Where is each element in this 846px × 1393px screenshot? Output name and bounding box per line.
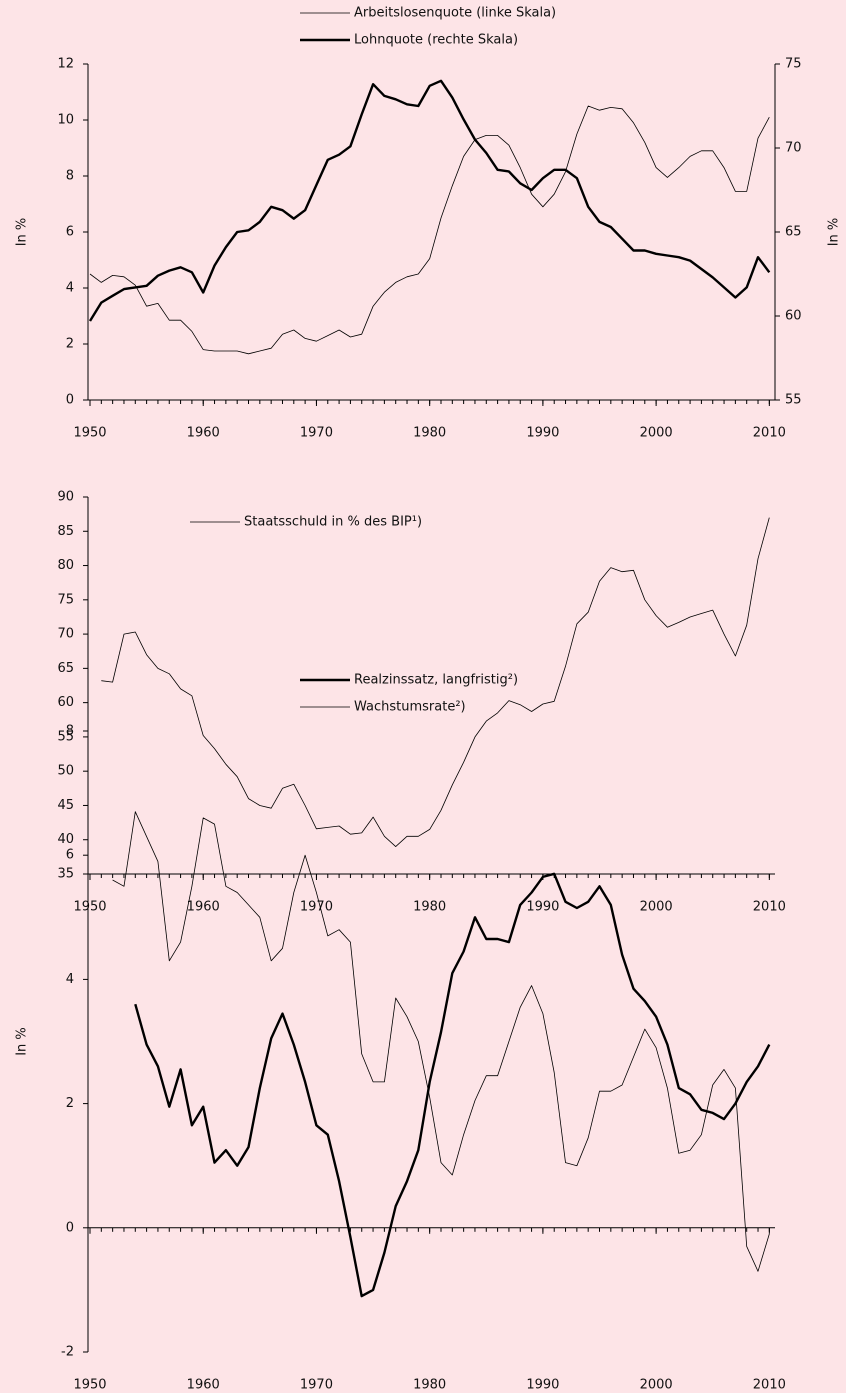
x-tick-label: 2010 bbox=[753, 900, 786, 915]
x-tick-label: 2000 bbox=[640, 1378, 673, 1393]
legend-label: Staatsschuld in % des BIP¹) bbox=[244, 515, 422, 530]
x-tick-label: 1980 bbox=[413, 426, 446, 441]
y-tick-label: 12 bbox=[57, 57, 74, 72]
y-tick-label: 45 bbox=[57, 798, 74, 813]
data-line bbox=[134, 872, 771, 1298]
y-tick-label: 4 bbox=[66, 972, 74, 987]
x-tick-label: 1990 bbox=[526, 1378, 559, 1393]
y-tick-label: 75 bbox=[57, 592, 74, 607]
y-tick-label: 0 bbox=[66, 1220, 74, 1235]
y-tick-label: 90 bbox=[57, 490, 74, 505]
y-axis-label: In % bbox=[15, 218, 30, 247]
data-line bbox=[112, 811, 770, 1272]
data-line bbox=[101, 517, 770, 847]
y2-tick-label: 55 bbox=[785, 393, 802, 408]
y-tick-label: 35 bbox=[57, 867, 74, 882]
y-tick-label: 2 bbox=[66, 1096, 74, 1111]
x-tick-label: 1970 bbox=[300, 900, 333, 915]
y-tick-label: 65 bbox=[57, 661, 74, 676]
y-axis-label: In % bbox=[15, 1027, 30, 1056]
y-tick-label: 50 bbox=[57, 764, 74, 779]
x-tick-label: 1960 bbox=[187, 1378, 220, 1393]
data-line bbox=[88, 79, 771, 322]
legend-label: Realzinssatz, langfristig²) bbox=[354, 673, 518, 688]
y-tick-label: 40 bbox=[57, 832, 74, 847]
chart-panel: -2 0 2 4 6 8 In % 1950 1960 1970 1980 1990 2000 2010 R… bbox=[15, 673, 786, 1393]
legend-label: Arbeitslosenquote (linke Skala) bbox=[354, 6, 556, 21]
y-tick-label: 2 bbox=[66, 337, 74, 352]
x-tick-label: 1970 bbox=[300, 426, 333, 441]
y2-axis-label: In % bbox=[827, 218, 842, 247]
chart-panel: 35 40 45 50 55 60 65 70 75 80 85 90 1950 1960 1970 1980… bbox=[57, 490, 785, 915]
x-tick-label: 2010 bbox=[753, 426, 786, 441]
x-tick-label: 1980 bbox=[413, 900, 446, 915]
y2-tick-label: 65 bbox=[785, 225, 802, 240]
y-tick-label: 0 bbox=[66, 393, 74, 408]
x-tick-label: 2010 bbox=[753, 1378, 786, 1393]
y-tick-label: 85 bbox=[57, 524, 74, 539]
y-tick-label: 80 bbox=[57, 558, 74, 573]
y2-tick-label: 75 bbox=[785, 57, 802, 72]
y2-tick-label: 60 bbox=[785, 309, 802, 324]
y-tick-label: 10 bbox=[57, 113, 74, 128]
y-tick-label: 8 bbox=[66, 169, 74, 184]
x-tick-label: 1990 bbox=[526, 426, 559, 441]
y-tick-label: -2 bbox=[61, 1345, 74, 1360]
x-tick-label: 1980 bbox=[413, 1378, 446, 1393]
x-tick-label: 1950 bbox=[73, 426, 106, 441]
legend-label: Lohnquote (rechte Skala) bbox=[354, 33, 518, 48]
y-tick-label: 70 bbox=[57, 627, 74, 642]
y-tick-label: 55 bbox=[57, 729, 74, 744]
x-tick-label: 1960 bbox=[187, 900, 220, 915]
y-tick-label: 60 bbox=[57, 695, 74, 710]
x-tick-label: 1950 bbox=[73, 900, 106, 915]
x-tick-label: 1970 bbox=[300, 1378, 333, 1393]
data-line bbox=[89, 105, 770, 355]
y2-tick-label: 70 bbox=[785, 141, 802, 156]
x-tick-label: 1950 bbox=[73, 1378, 106, 1393]
y-tick-label: 6 bbox=[66, 225, 74, 240]
chart-panel: 0 2 4 6 8 10 12 55 60 65 70 75 In % In % 1950 1960 1970 1… bbox=[15, 6, 842, 441]
x-tick-label: 1960 bbox=[187, 426, 220, 441]
y-tick-label: 8 bbox=[66, 724, 74, 739]
y-tick-label: 4 bbox=[66, 281, 74, 296]
y-tick-label: 6 bbox=[66, 848, 74, 863]
x-tick-label: 1990 bbox=[526, 900, 559, 915]
x-tick-label: 2000 bbox=[640, 426, 673, 441]
legend-label: Wachstumsrate²) bbox=[354, 700, 466, 715]
x-tick-label: 2000 bbox=[640, 900, 673, 915]
